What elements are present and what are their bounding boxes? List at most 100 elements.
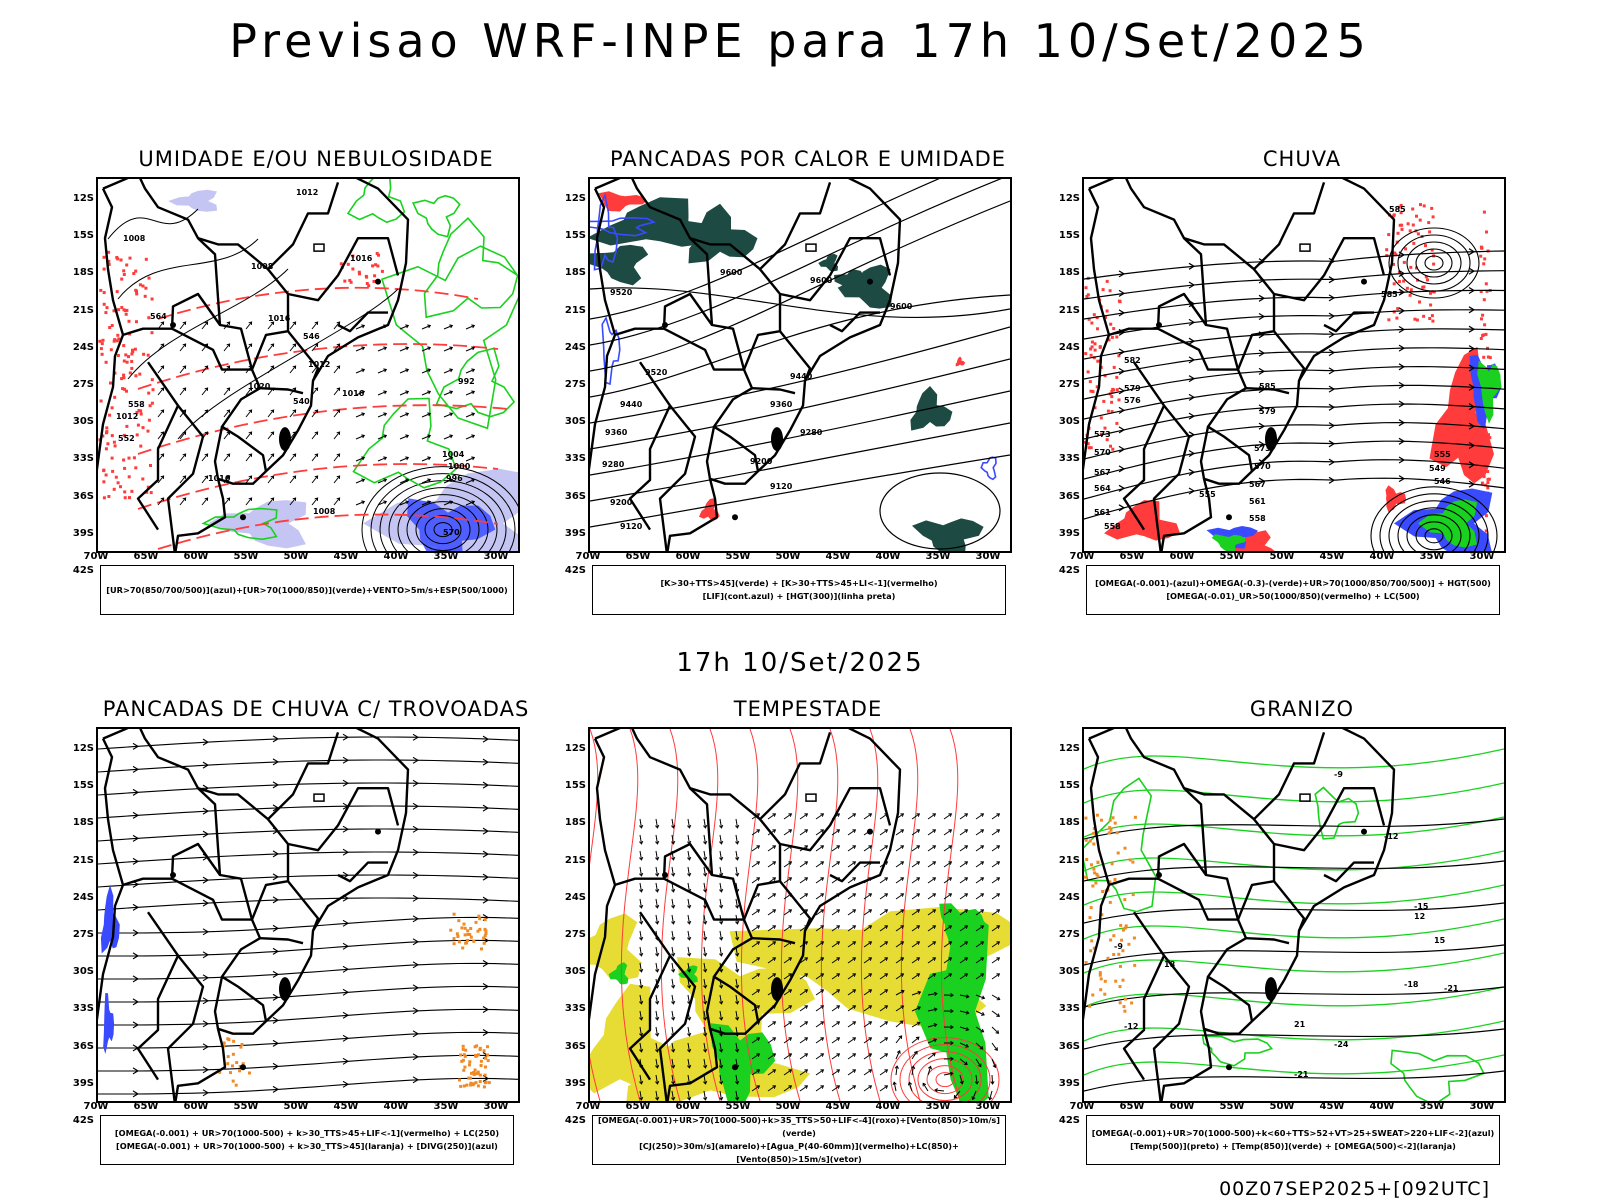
lat-tick-label: 33S xyxy=(72,1003,94,1015)
lat-tick-label: 18S xyxy=(1058,817,1080,829)
lon-tick-label: 30W xyxy=(1469,1101,1495,1112)
lon-tick-label: 65W xyxy=(1119,1101,1145,1112)
contour-label: 552 xyxy=(118,434,135,443)
shaded-area xyxy=(590,216,656,237)
contour-label: -21 xyxy=(1444,984,1459,993)
lon-tick-label: 45W xyxy=(333,1101,359,1112)
contour-label: 540 xyxy=(293,397,310,406)
lat-tick-label: 42S xyxy=(1058,565,1080,576)
border-line xyxy=(662,292,744,371)
contour-label: -18 xyxy=(1404,980,1419,989)
map-panel-4: PANCADAS DE CHUVA C/ TROVOADAS 12S 15S 18S 2… xyxy=(73,697,536,1165)
contour-label: 992 xyxy=(458,377,475,386)
lagoa-dos-patos xyxy=(771,977,783,1002)
map-frame xyxy=(588,727,1012,1103)
brasilia-box xyxy=(313,243,325,252)
speckle-area xyxy=(1084,813,1137,1013)
map-plot: 1008100810121016101610121020101610121016… xyxy=(98,179,518,551)
border-line xyxy=(614,877,664,887)
lon-tick-label: 30W xyxy=(483,1101,509,1112)
contour-label: 1000 xyxy=(448,462,471,471)
contour-label: 576 xyxy=(1124,396,1141,405)
contour-label: 15 xyxy=(1434,936,1446,945)
shaded-area xyxy=(678,965,698,983)
border-line xyxy=(590,188,617,471)
lagoa-dos-patos xyxy=(1265,427,1277,452)
lat-tick-label: 36S xyxy=(564,490,586,502)
lat-tick-label: 27S xyxy=(564,929,586,940)
panel-title: TEMPESTADE xyxy=(733,697,883,721)
temperature-500-contours xyxy=(1084,818,1504,1092)
panel-title: UMIDADE E/OU NEBULOSIDADE xyxy=(138,147,494,171)
lon-tick-label: 40W xyxy=(1369,551,1395,562)
brasilia-box xyxy=(1299,793,1311,802)
valid-time-title: 17h 10/Set/2025 xyxy=(676,648,924,678)
shaded-area xyxy=(710,1023,776,1101)
lat-tick-label: 15S xyxy=(1058,230,1080,242)
lat-tick-label: 30S xyxy=(72,966,94,978)
lat-tick-label: 39S xyxy=(564,1077,586,1089)
border-line xyxy=(658,404,697,551)
contour-label: 9600 xyxy=(810,276,833,285)
lon-tick-label: 35W xyxy=(433,1101,459,1112)
contour-label: 9600 xyxy=(720,268,743,277)
border-line xyxy=(779,330,812,382)
border-line xyxy=(829,311,880,333)
lon-tick-label: 50W xyxy=(775,1101,801,1112)
border-line xyxy=(1152,404,1191,551)
shaded-area xyxy=(1314,786,1360,840)
contour-label: 9440 xyxy=(790,372,813,381)
lon-tick-label: 30W xyxy=(483,551,509,562)
lagoa-dos-patos xyxy=(1265,977,1277,1002)
shaded-area xyxy=(423,217,518,319)
border-line xyxy=(1273,237,1386,302)
contour-label: 549 xyxy=(1429,464,1446,473)
panel-title: CHUVA xyxy=(1262,147,1342,171)
lat-tick-label: 39S xyxy=(72,1077,94,1089)
contour-label: 546 xyxy=(1434,477,1451,486)
shaded-area xyxy=(980,456,997,481)
contour-label: -9 xyxy=(1114,942,1123,951)
shaded-area xyxy=(1385,485,1406,513)
cyclone-contours xyxy=(1370,486,1498,551)
contour-label: 1016 xyxy=(350,254,373,263)
lon-tick-label: 55W xyxy=(233,551,259,562)
contour-label: 996 xyxy=(446,474,463,483)
lat-tick-label: 36S xyxy=(72,1040,94,1052)
lon-tick-label: 65W xyxy=(133,1101,159,1112)
lon-tick-label: 70W xyxy=(575,1101,601,1112)
lat-tick-label: 27S xyxy=(72,929,94,940)
lat-tick-label: 36S xyxy=(1058,1040,1080,1052)
map-frame xyxy=(96,727,520,1103)
border-line xyxy=(122,877,172,887)
contour-label: 9440 xyxy=(620,400,643,409)
map-frame: 1008 1008 1012 1016 1016 1012 1020 1016 1012 1016… xyxy=(96,177,520,553)
border-line xyxy=(614,327,664,337)
contour-label: 9520 xyxy=(610,288,633,297)
legend-line: [UR>70(850/700/500)](azul)+[UR>70(1000/8… xyxy=(106,584,508,595)
lat-tick-label: 21S xyxy=(564,854,586,866)
lon-tick-label: 45W xyxy=(1319,551,1345,562)
shaded-area xyxy=(103,993,115,1054)
lat-tick-label: 27S xyxy=(564,379,586,390)
lat-tick-label: 12S xyxy=(72,743,94,754)
lon-tick-label: 35W xyxy=(925,1101,951,1112)
lon-tick-label: 40W xyxy=(383,1101,409,1112)
shaded-area xyxy=(688,203,758,264)
map-frame: -9 -12 -15 -18 -21 -21 -24 -12 -9 12 15 18 21 xyxy=(1082,727,1506,1103)
coastline xyxy=(666,729,902,1101)
lon-tick-label: 70W xyxy=(83,1101,109,1112)
lon-tick-label: 70W xyxy=(83,551,109,562)
lon-tick-label: 65W xyxy=(625,1101,651,1112)
main-title: Previsao WRF-INPE para 17h 10/Set/2025 xyxy=(229,14,1371,68)
lon-tick-label: 70W xyxy=(1069,1101,1095,1112)
lat-tick-label: 33S xyxy=(564,1003,586,1015)
lat-tick-label: 30S xyxy=(1058,966,1080,978)
border-line xyxy=(213,976,224,1030)
border-line xyxy=(1183,182,1326,271)
border-line xyxy=(1273,880,1306,932)
border-line xyxy=(287,237,400,302)
lon-tick-label: 55W xyxy=(725,1101,751,1112)
map-plot: 9600 9520 9600 9600 9520 9440 9440 9360 9360 9280… xyxy=(590,179,1010,551)
